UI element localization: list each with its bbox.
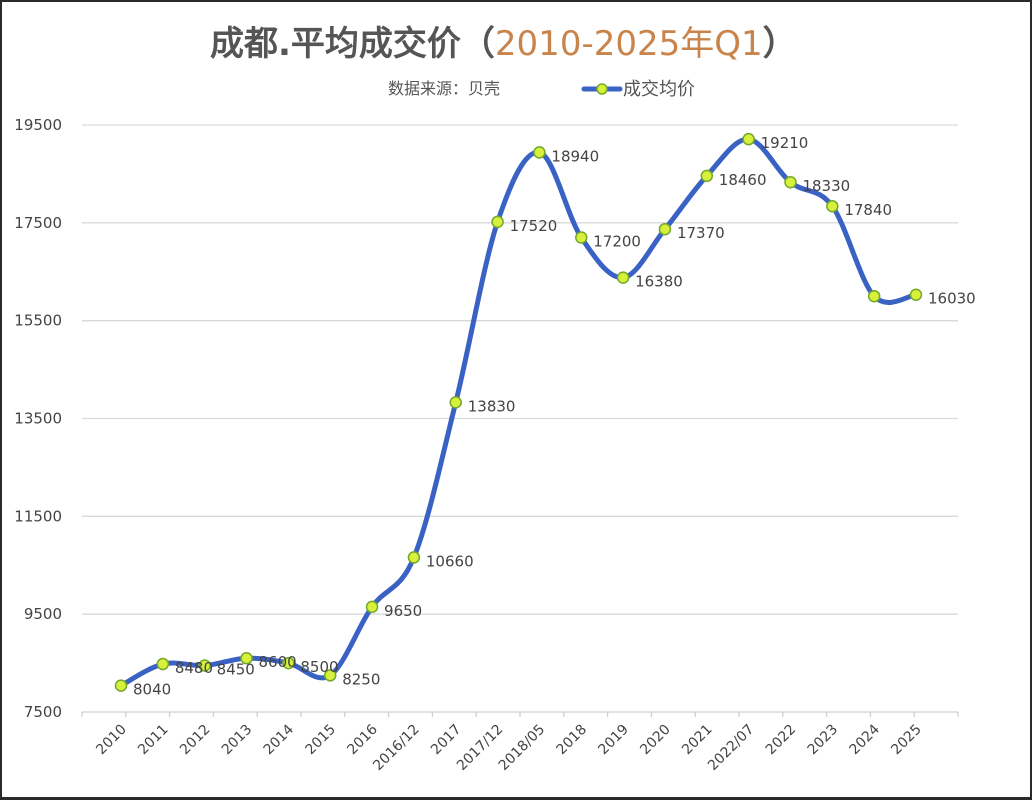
data-label: 10660 — [426, 552, 474, 570]
x-tick-label: 2020 — [637, 722, 674, 759]
data-label: 18940 — [551, 147, 599, 165]
data-label: 16380 — [635, 273, 683, 291]
y-tick-label: 13500 — [14, 410, 62, 428]
x-tick-label: 2017 — [428, 722, 465, 759]
data-label: 17370 — [677, 224, 725, 242]
data-label: 8600 — [259, 653, 297, 671]
data-label: 8480 — [175, 659, 213, 677]
data-label: 17200 — [593, 233, 641, 251]
title-main: 成都.平均成交价（ — [210, 24, 495, 64]
data-point[interactable] — [575, 231, 588, 244]
data-point[interactable] — [114, 679, 128, 692]
data-point[interactable] — [365, 600, 379, 614]
x-tick-label: 2010 — [93, 722, 130, 759]
data-label: 18460 — [719, 171, 767, 189]
x-tick-label: 2025 — [888, 722, 925, 759]
data-label: 9650 — [384, 602, 422, 620]
y-tick-label: 7500 — [24, 703, 62, 721]
data-point[interactable] — [240, 651, 253, 665]
y-tick-label: 11500 — [14, 507, 62, 525]
data-points — [114, 132, 923, 692]
y-tick-label: 19500 — [14, 116, 62, 134]
title-accent: 2010-2025年Q1 — [495, 24, 763, 64]
y-tick-label: 15500 — [14, 312, 62, 330]
x-tick-label: 2022/07 — [705, 722, 757, 774]
data-label: 17520 — [510, 217, 558, 235]
data-point[interactable] — [156, 657, 170, 671]
y-gridlines — [82, 124, 958, 615]
data-label: 8500 — [300, 658, 338, 676]
x-tick-label: 2019 — [595, 722, 632, 759]
data-label: 19210 — [761, 134, 809, 152]
data-label: 8250 — [342, 670, 380, 688]
chart-title: 成都.平均成交价（2010-2025年Q1） — [210, 24, 797, 64]
data-point[interactable] — [533, 146, 546, 159]
x-tick-label: 2015 — [303, 722, 340, 759]
data-point[interactable] — [742, 132, 755, 146]
series-line-avg-price — [118, 136, 919, 689]
data-label: 8450 — [217, 661, 255, 679]
data-point[interactable] — [658, 222, 672, 236]
legend-marker-icon — [596, 83, 608, 95]
svg-text:成都.平均成交价（2010-2025年Q1）: 成都.平均成交价（2010-2025年Q1） — [210, 24, 797, 64]
data-point[interactable] — [909, 288, 923, 301]
x-tick-label: 2013 — [219, 722, 256, 759]
data-label: 16030 — [928, 290, 976, 308]
data-point[interactable] — [826, 199, 839, 213]
data-label: 17840 — [844, 201, 892, 219]
x-tick-label: 2014 — [261, 721, 298, 758]
x-tick-label: 2018/05 — [496, 722, 548, 774]
data-point[interactable] — [700, 169, 714, 183]
data-point[interactable] — [282, 656, 295, 670]
x-tick-label: 2023 — [805, 722, 842, 759]
x-tick-label: 2011 — [135, 722, 172, 759]
y-tick-label: 9500 — [24, 605, 62, 623]
data-point[interactable] — [491, 215, 504, 229]
data-label: 18330 — [802, 177, 850, 195]
data-point[interactable] — [784, 175, 797, 189]
x-tick-label: 2024 — [846, 721, 883, 758]
x-tick-label: 2021 — [679, 722, 716, 759]
data-point[interactable] — [323, 669, 337, 682]
x-tick-label: 2016 — [344, 721, 381, 758]
x-tick-label: 2016/12 — [370, 722, 422, 774]
title-close: ） — [763, 24, 797, 64]
data-point[interactable] — [449, 396, 462, 409]
x-tick-label: 2018 — [554, 722, 591, 759]
data-point[interactable] — [616, 271, 630, 284]
x-tick-label: 2012 — [177, 722, 214, 759]
data-point[interactable] — [407, 551, 421, 564]
x-tick-label: 2022 — [763, 722, 800, 759]
data-point[interactable] — [867, 289, 881, 303]
data-point[interactable] — [198, 659, 211, 672]
legend-label: 成交均价 — [623, 79, 695, 100]
data-source-label: 数据来源：贝壳 — [388, 79, 500, 98]
y-axis-ticks: 7500 9500 11500 13500 15500 17500 19500 — [14, 116, 62, 721]
data-label: 13830 — [468, 397, 516, 415]
legend[interactable]: 成交均价 — [581, 79, 695, 100]
data-label: 8040 — [133, 681, 171, 699]
y-tick-label: 17500 — [14, 214, 62, 232]
